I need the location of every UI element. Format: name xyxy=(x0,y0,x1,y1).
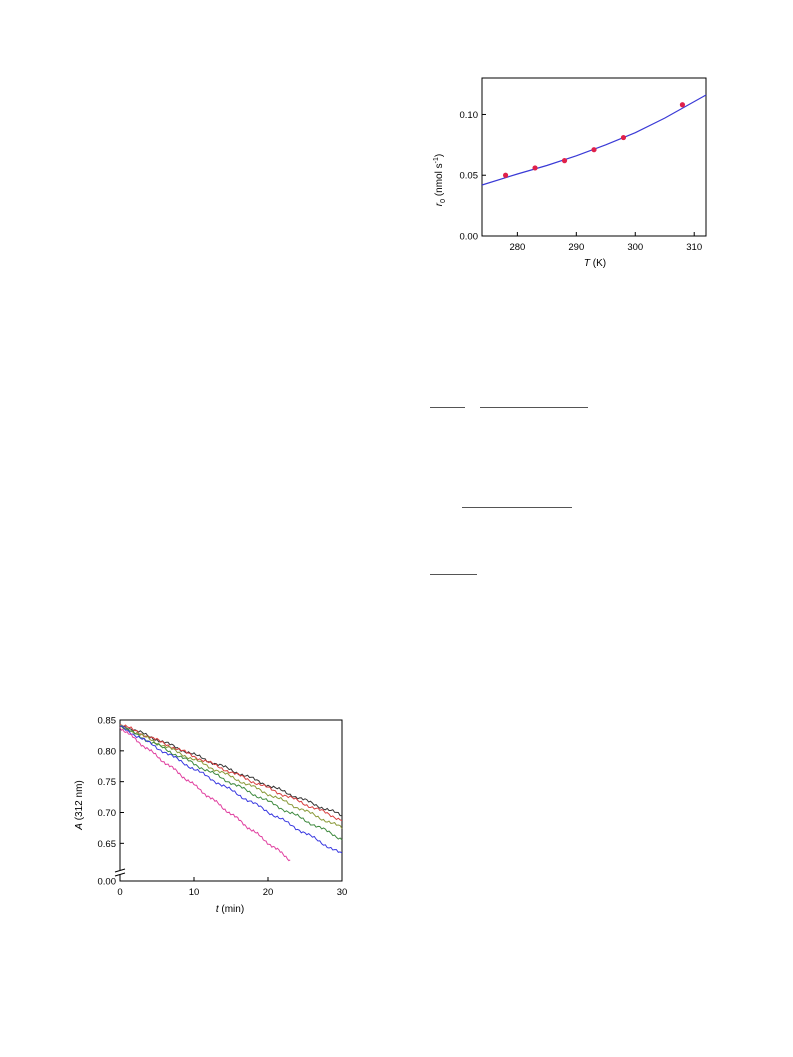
data-point xyxy=(502,172,509,178)
top-x-tick-label: 280 xyxy=(509,242,525,253)
absorbance-time-chart: 0 10 20 30 0.00 0.65 0.70 0.75 0.80 0.85 A (312 n… xyxy=(74,716,348,916)
bottom-y-tick-label: 0.85 xyxy=(98,716,117,727)
data-point xyxy=(561,158,568,164)
absorbance-series-line xyxy=(119,723,343,822)
axis-break-gap xyxy=(116,870,124,875)
bottom-y-tick-label: 0.75 xyxy=(98,777,117,788)
absorbance-series-line xyxy=(119,724,343,829)
axis-break-mark xyxy=(114,872,126,877)
bottom-x-tick-label: 20 xyxy=(263,887,274,898)
bottom-plot-frame xyxy=(119,719,343,882)
absorbance-series-line xyxy=(119,725,343,854)
bottom-y-tick-label: 0.80 xyxy=(98,746,117,757)
axis-break-mark xyxy=(114,868,126,873)
bottom-y-tick-label: 0.00 xyxy=(98,877,117,888)
absorbance-series-line xyxy=(119,723,342,817)
absorbance-series-line xyxy=(119,727,291,862)
bottom-y-tick-label: 0.70 xyxy=(98,808,117,819)
bottom-x-tick-label: 0 xyxy=(117,887,122,898)
equation-rule xyxy=(480,407,588,408)
top-ylabel: r0 (nmol s-1) xyxy=(433,154,447,206)
top-x-tick-label: 300 xyxy=(627,242,643,253)
temperature-rate-chart: 280 290 300 310 0.00 0.05 0.10 r0 (nmol s-1) T… xyxy=(433,77,707,269)
top-x-tick-label: 290 xyxy=(568,242,584,253)
equation-rule xyxy=(430,407,465,408)
top-plot-frame xyxy=(481,77,707,237)
data-point xyxy=(679,102,686,108)
bottom-ylabel: A (312 nm) xyxy=(74,780,85,830)
fit-curve xyxy=(481,94,707,186)
top-y-tick-label: 0.05 xyxy=(460,171,479,182)
data-point xyxy=(591,147,597,153)
equation-rule xyxy=(430,574,477,575)
top-y-tick-label: 0.00 xyxy=(460,232,479,243)
absorbance-series-line xyxy=(119,725,343,841)
data-point xyxy=(532,165,538,171)
bottom-y-tick-label: 0.65 xyxy=(98,839,117,850)
bottom-x-tick-label: 10 xyxy=(189,887,200,898)
bottom-x-tick-label: 30 xyxy=(337,887,348,898)
top-x-tick-label: 310 xyxy=(686,242,702,253)
equation-rule xyxy=(462,507,572,508)
top-y-tick-label: 0.10 xyxy=(460,110,479,121)
data-point xyxy=(620,134,627,141)
bottom-xlabel: t (min) xyxy=(216,904,244,915)
top-xlabel: T (K) xyxy=(584,258,606,269)
